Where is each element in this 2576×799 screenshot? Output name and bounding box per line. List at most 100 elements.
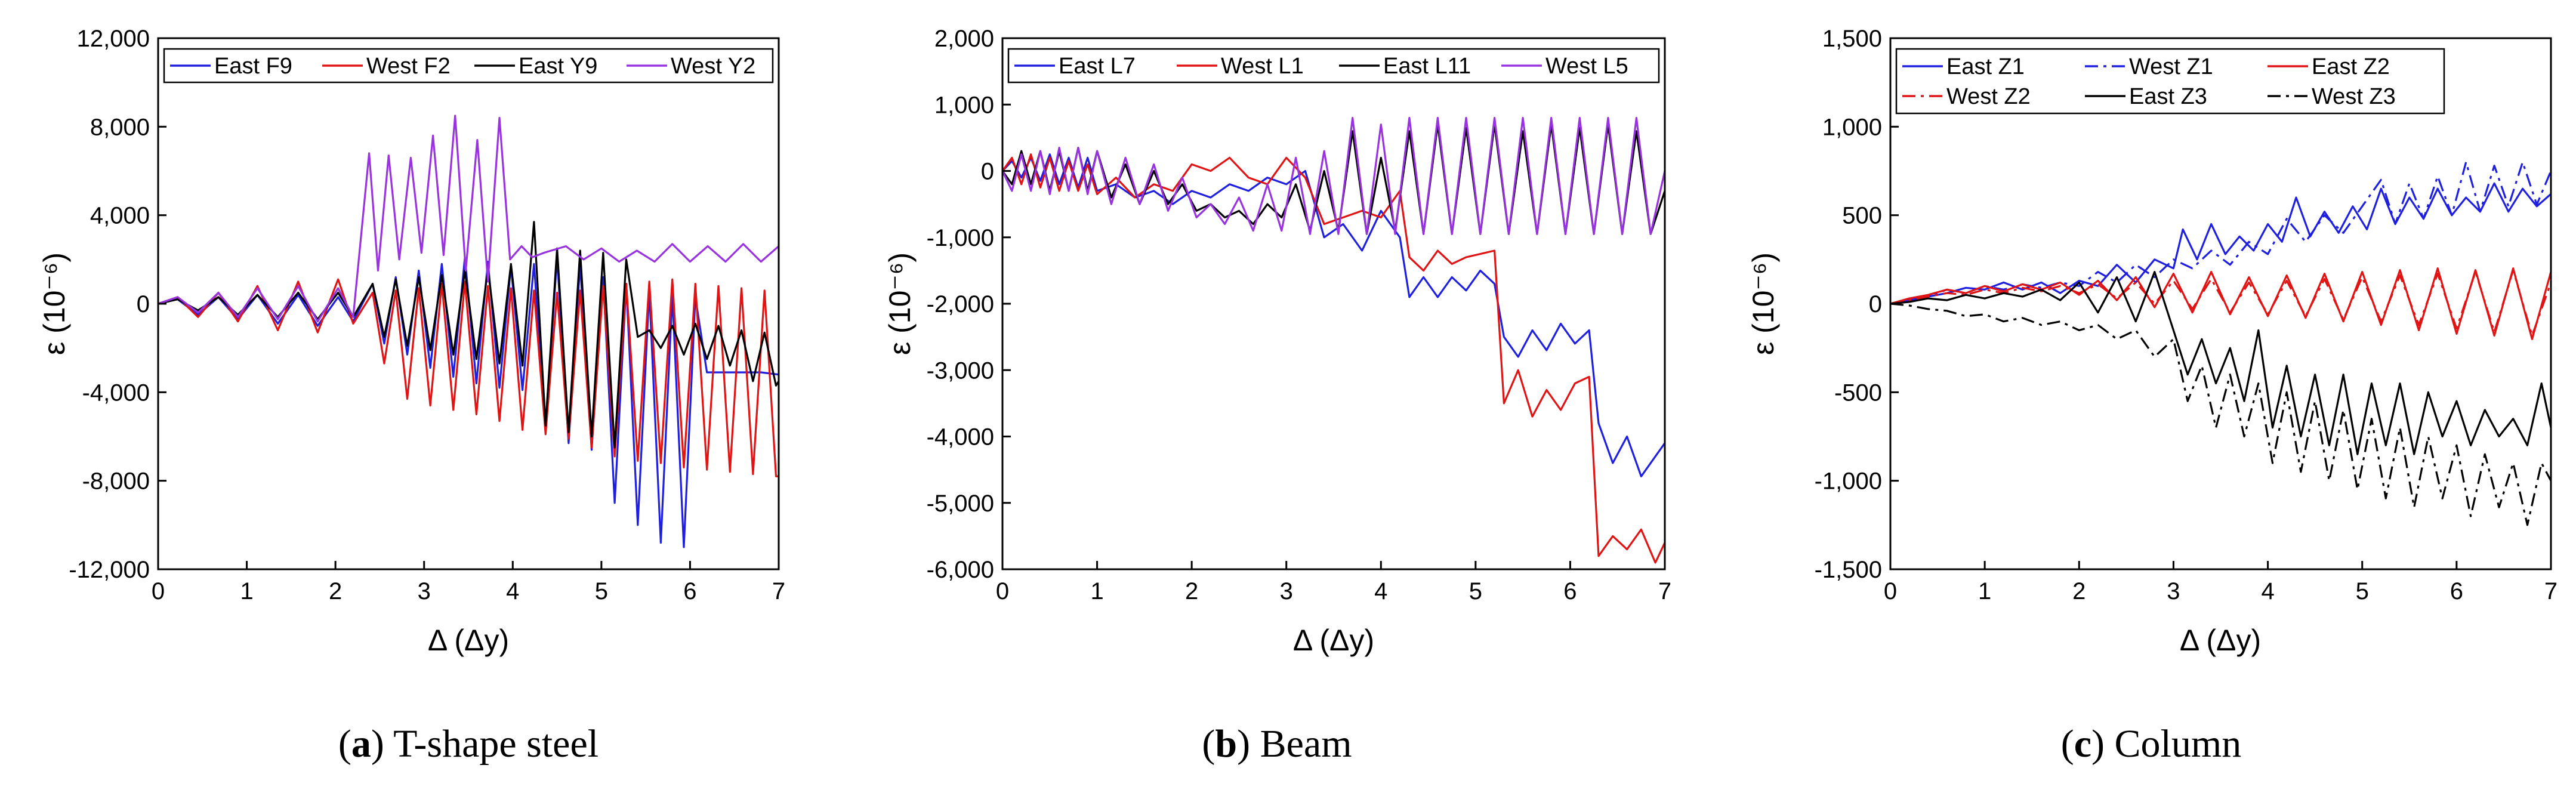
y-tick-label-a-6: 12,000	[77, 26, 150, 52]
caption-letter-c: c	[2074, 722, 2091, 766]
plot-frame-c	[1889, 37, 2552, 570]
y-tick-label-c-1: -1,000	[1815, 468, 1882, 495]
x-tick-label-b-1: 1	[1090, 578, 1103, 604]
y-tick-label-b-5: -1,000	[927, 225, 994, 251]
y-axis-title-b: ε (10⁻⁶)	[883, 252, 917, 355]
y-tick-label-a-4: 4,000	[90, 203, 150, 229]
series-line-b-4	[1002, 116, 1665, 235]
plot-frame-b	[1001, 37, 1666, 570]
x-tick-label-a-1: 1	[240, 578, 253, 604]
series-line-b-2	[1002, 153, 1665, 564]
y-tick-label-c-0: -1,500	[1815, 557, 1882, 583]
ticks-c: 0 1 2 3 4 5 6 7 -1,500 -1,000 -500 0 500 1,000 1,500	[1815, 26, 2558, 604]
y-tick-label-b-1: -5,000	[927, 490, 994, 517]
series-line-a-4	[158, 115, 779, 323]
plot-lines-a	[158, 115, 779, 548]
plot-lines-c	[1890, 161, 2551, 526]
legend-label-c-1: East Z1	[1946, 54, 2025, 79]
series-line-b-3	[1002, 124, 1665, 235]
x-tick-label-b-0: 0	[996, 578, 1009, 604]
caption-text-a: T-shape steel	[393, 722, 599, 766]
x-tick-label-c-6: 6	[2450, 578, 2463, 604]
caption-letter-b: b	[1215, 722, 1237, 766]
legend-a: East F9 West F2 East Y9 West Y2	[163, 48, 774, 84]
y-tick-label-b-6: 0	[981, 159, 994, 185]
legend-label-c-2: West Z1	[2129, 54, 2213, 79]
y-tick-label-a-0: -12,000	[69, 557, 150, 583]
series-line-c-6	[1890, 303, 2551, 526]
series-line-a-1	[158, 256, 779, 548]
panel-caption-b: (b) Beam	[1202, 722, 1352, 766]
legend-label-b-2: West L1	[1221, 54, 1304, 79]
y-tick-label-b-7: 1,000	[934, 92, 994, 118]
y-tick-label-a-3: 0	[137, 291, 150, 317]
legend-box-b	[1007, 48, 1660, 84]
ticks-a: 0 1 2 3 4 5 6 7 -12,000 -8,000 -4,000 0 4,000 8,000 12…	[69, 26, 785, 604]
series-line-c-1	[1890, 182, 2551, 305]
legend-label-c-4: West Z2	[1946, 84, 2031, 109]
legend-box-c	[1895, 48, 2445, 115]
legend-c: East Z1 West Z1 East Z2 West Z2 East Z3 West …	[1895, 48, 2445, 115]
x-tick-label-a-7: 7	[772, 578, 785, 604]
y-tick-label-b-8: 2,000	[934, 26, 994, 52]
panel-caption-a: (a) T-shape steel	[338, 722, 599, 766]
y-tick-label-a-5: 8,000	[90, 114, 150, 140]
y-tick-label-a-2: -4,000	[82, 380, 150, 406]
y-axis-title-a: ε (10⁻⁶)	[38, 252, 71, 355]
x-tick-label-b-3: 3	[1280, 578, 1293, 604]
series-line-a-3	[158, 221, 779, 449]
legend-label-c-3: East Z2	[2312, 54, 2390, 79]
x-tick-label-c-0: 0	[1884, 578, 1897, 604]
legend-label-c-6: West Z3	[2312, 84, 2396, 109]
x-tick-label-c-4: 4	[2261, 578, 2274, 604]
y-tick-label-a-1: -8,000	[82, 468, 150, 495]
caption-text-b: Beam	[1260, 722, 1352, 766]
plot-lines-b	[1002, 116, 1665, 564]
legend-label-c-5: East Z3	[2129, 84, 2207, 109]
x-tick-label-c-2: 2	[2072, 578, 2086, 604]
legend-label-b-1: East L7	[1059, 54, 1136, 79]
x-tick-label-b-4: 4	[1374, 578, 1387, 604]
series-line-b-1	[1002, 153, 1665, 477]
y-tick-label-c-4: 500	[1842, 203, 1882, 229]
series-line-c-5	[1890, 271, 2551, 455]
x-axis-title-c: Δ (Δy)	[2180, 624, 2261, 657]
ticks-b: 0 1 2 3 4 5 6 7 -6,000 -5,000 -4,000 -3,000 -2,000 -1…	[927, 26, 1672, 604]
panel-c: 0 1 2 3 4 5 6 7 -1,500 -1,000 -500 0 500 1,000 1,500 E…	[1747, 26, 2558, 766]
x-axis-title-a: Δ (Δy)	[428, 624, 509, 657]
y-tick-label-c-2: -500	[1834, 380, 1882, 406]
x-tick-label-b-2: 2	[1185, 578, 1198, 604]
series-line-c-3	[1890, 267, 2551, 340]
x-tick-label-a-0: 0	[152, 578, 165, 604]
y-tick-label-b-2: -4,000	[927, 424, 994, 451]
legend-label-a-3: East Y9	[519, 54, 597, 79]
panel-a: 0 1 2 3 4 5 6 7 -12,000 -8,000 -4,000 0 4,000 8,000 12…	[38, 26, 785, 766]
x-tick-label-b-5: 5	[1469, 578, 1482, 604]
y-tick-label-b-3: -3,000	[927, 357, 994, 384]
x-tick-label-b-7: 7	[1658, 578, 1671, 604]
x-tick-label-a-4: 4	[506, 578, 519, 604]
y-tick-label-c-5: 1,000	[1822, 114, 1882, 140]
y-tick-label-b-4: -2,000	[927, 291, 994, 317]
series-line-c-2	[1890, 161, 2551, 305]
legend-label-a-2: West F2	[366, 54, 451, 79]
x-tick-label-a-6: 6	[683, 578, 696, 604]
legend-label-a-1: East F9	[214, 54, 292, 79]
x-tick-label-a-2: 2	[329, 578, 342, 604]
y-axis-title-c: ε (10⁻⁶)	[1747, 252, 1780, 355]
x-tick-label-c-1: 1	[1978, 578, 1991, 604]
panel-caption-c: (c) Column	[2061, 722, 2241, 766]
x-axis-title-b: Δ (Δy)	[1293, 624, 1374, 657]
legend-box-a	[163, 48, 774, 84]
x-tick-label-a-5: 5	[595, 578, 608, 604]
x-tick-label-c-3: 3	[2167, 578, 2180, 604]
series-line-c-4	[1890, 269, 2551, 337]
y-tick-label-c-6: 1,500	[1822, 26, 1882, 52]
y-tick-label-b-0: -6,000	[927, 557, 994, 583]
caption-letter-a: a	[351, 722, 371, 766]
y-tick-label-c-3: 0	[1869, 291, 1882, 317]
x-tick-label-a-3: 3	[418, 578, 431, 604]
legend-b: East L7 West L1 East L11 West L5	[1007, 48, 1660, 84]
series-line-a-2	[158, 278, 779, 477]
